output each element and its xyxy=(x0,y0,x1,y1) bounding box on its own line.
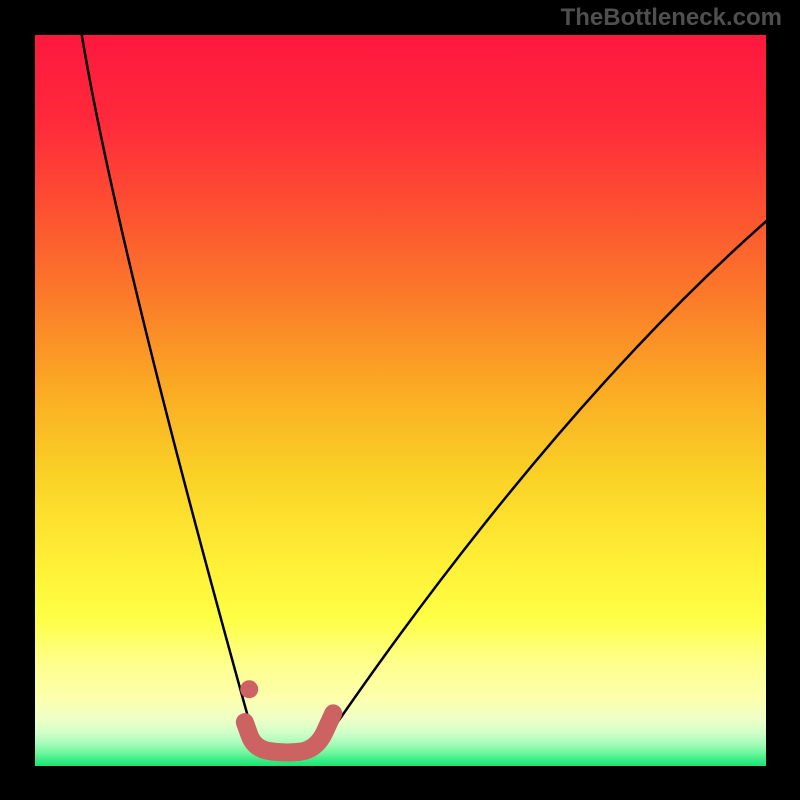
plot-area xyxy=(35,35,766,766)
marker-dot xyxy=(240,680,258,698)
marker-u-path xyxy=(245,713,333,752)
highlight-markers xyxy=(35,35,766,766)
watermark-text: TheBottleneck.com xyxy=(561,4,782,32)
chart-frame: TheBottleneck.com xyxy=(0,0,800,800)
